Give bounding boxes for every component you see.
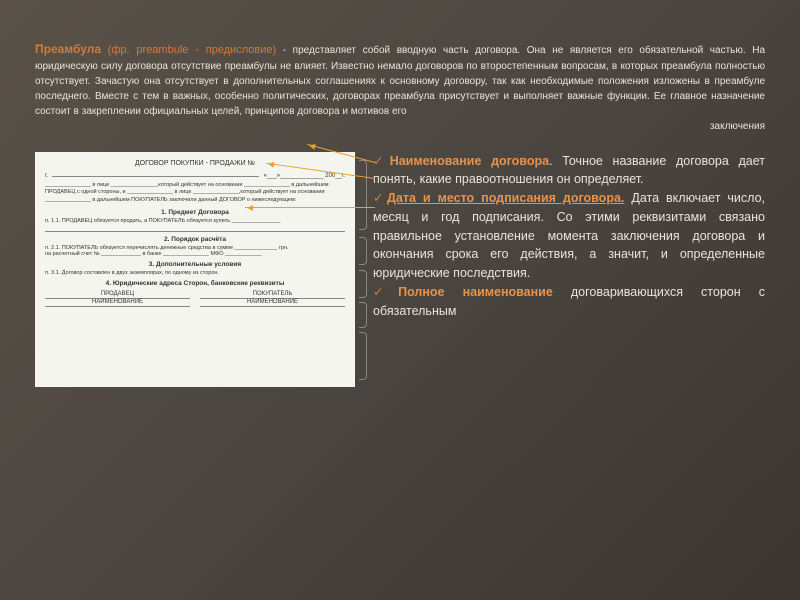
contract-sample-image: ДОГОВОР ПОКУПКИ - ПРОДАЖИ № г. «___»____… xyxy=(35,152,355,387)
doc-date: «___»_____________ 200__г. xyxy=(263,173,345,179)
doc-section-2: 2. Порядок расчёта xyxy=(45,236,345,243)
body-tail: заключения xyxy=(35,119,765,134)
brace-icon xyxy=(359,332,367,380)
bullet-heading: Наименование договора xyxy=(390,154,549,168)
bullet-item: ✓Наименование договора. Точное название … xyxy=(373,152,765,190)
preamble-paragraph: Преамбула (фр. preambule - предисловие) … xyxy=(0,0,800,144)
doc-section-4: 4. Юридические адреса Сторон, банковские… xyxy=(45,280,345,287)
title: Преамбула xyxy=(35,42,101,56)
check-icon: ✓ xyxy=(373,154,390,168)
brace-icon xyxy=(359,237,367,265)
doc-col-buyer: ПОКУПАТЕЛЬ xyxy=(200,291,345,299)
check-icon: ✓ xyxy=(373,191,387,205)
bullet-heading: Полное наименование xyxy=(398,285,553,299)
doc-section-1: 1. Предмет Договора xyxy=(45,209,345,216)
lower-section: ДОГОВОР ПОКУПКИ - ПРОДАЖИ № г. «___»____… xyxy=(0,144,800,387)
doc-city: г. xyxy=(45,173,48,179)
doc-col-seller: ПРОДАВЕЦ xyxy=(45,291,190,299)
bullet-item: ✓Дата и место подписания договора. Дата … xyxy=(373,189,765,283)
check-icon: ✓ xyxy=(373,285,398,299)
bullet-heading: Дата и место подписания договора. xyxy=(387,191,624,205)
doc-section-3: 3. Дополнительные условия xyxy=(45,261,345,268)
brace-icon xyxy=(359,302,367,328)
brace-icon xyxy=(359,270,367,298)
doc-preamble-text: _______________ в лице _______________,к… xyxy=(45,182,345,205)
title-etymology: (фр. preambule - предисловие) xyxy=(108,44,277,56)
brace-icon xyxy=(359,160,367,230)
arrow-icon xyxy=(245,207,375,208)
bullet-item: ✓Полное наименование договаривающихся ст… xyxy=(373,283,765,321)
doc-header: ДОГОВОР ПОКУПКИ - ПРОДАЖИ № xyxy=(45,160,345,167)
bullet-list: ✓Наименование договора. Точное название … xyxy=(373,152,765,387)
